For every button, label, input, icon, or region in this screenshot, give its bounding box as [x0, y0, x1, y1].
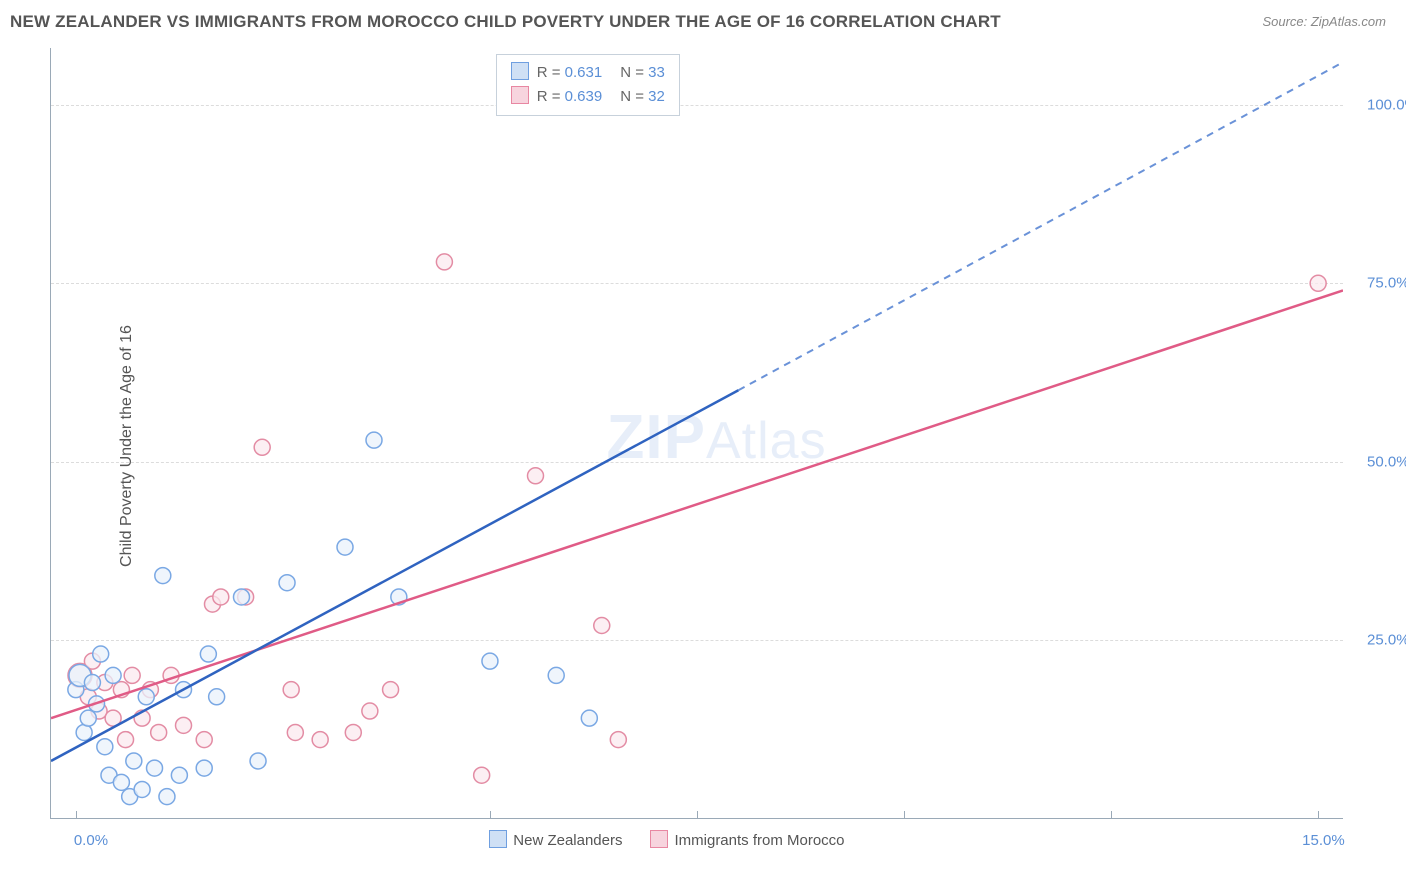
y-tick-label: 100.0%	[1367, 97, 1406, 114]
x-tick-label: 0.0%	[74, 832, 108, 849]
legend-item: Immigrants from Morocco	[650, 832, 844, 849]
data-point	[337, 539, 353, 555]
trend-line-dashed	[738, 62, 1343, 390]
data-point	[528, 468, 544, 484]
n-label: N =	[620, 64, 648, 81]
source-attribution: Source: ZipAtlas.com	[1262, 14, 1386, 29]
data-point	[126, 753, 142, 769]
data-point	[581, 710, 597, 726]
x-tick-label: 15.0%	[1302, 832, 1345, 849]
legend-label: New Zealanders	[513, 832, 622, 849]
data-point	[134, 781, 150, 797]
data-point	[105, 667, 121, 683]
legend-item: New Zealanders	[489, 832, 622, 849]
r-label: R =	[537, 64, 565, 81]
y-tick-label: 50.0%	[1367, 453, 1406, 470]
data-point	[610, 732, 626, 748]
data-point	[93, 646, 109, 662]
data-point	[594, 618, 610, 634]
r-label: R =	[537, 88, 565, 105]
data-point	[200, 646, 216, 662]
data-point	[474, 767, 490, 783]
data-point	[171, 767, 187, 783]
n-value: 33	[648, 64, 665, 81]
data-point	[287, 724, 303, 740]
data-point	[97, 739, 113, 755]
data-point	[159, 789, 175, 805]
series-legend: New Zealanders Immigrants from Morocco	[489, 830, 872, 849]
source-value: ZipAtlas.com	[1311, 14, 1386, 29]
data-point	[151, 724, 167, 740]
data-point	[176, 717, 192, 733]
correlation-legend-box: R = 0.631 N = 33 R = 0.639 N = 32	[496, 54, 680, 116]
data-point	[213, 589, 229, 605]
data-point	[155, 568, 171, 584]
r-value: 0.639	[565, 88, 603, 105]
data-point	[196, 732, 212, 748]
data-point	[1310, 275, 1326, 291]
data-point	[482, 653, 498, 669]
data-point	[283, 682, 299, 698]
data-point	[196, 760, 212, 776]
data-point	[548, 667, 564, 683]
correlation-row: R = 0.639 N = 32	[511, 85, 665, 109]
correlation-row: R = 0.631 N = 33	[511, 61, 665, 85]
data-point	[250, 753, 266, 769]
data-point	[345, 724, 361, 740]
data-point	[362, 703, 378, 719]
series-swatch	[511, 62, 529, 80]
data-point	[312, 732, 328, 748]
chart-title: NEW ZEALANDER VS IMMIGRANTS FROM MOROCCO…	[10, 12, 1001, 32]
data-point	[147, 760, 163, 776]
series-swatch	[511, 86, 529, 104]
scatter-plot: 25.0%50.0%75.0%100.0%0.0%15.0%ZIPAtlas	[50, 48, 1343, 819]
data-point	[113, 774, 129, 790]
data-point	[138, 689, 154, 705]
legend-swatch	[650, 830, 668, 848]
data-point	[436, 254, 452, 270]
n-value: 32	[648, 88, 665, 105]
data-point	[279, 575, 295, 591]
data-point	[80, 710, 96, 726]
plot-svg	[51, 48, 1343, 818]
y-tick-label: 25.0%	[1367, 631, 1406, 648]
y-tick-label: 75.0%	[1367, 275, 1406, 292]
r-value: 0.631	[565, 64, 603, 81]
source-label: Source:	[1262, 14, 1310, 29]
data-point	[76, 724, 92, 740]
legend-label: Immigrants from Morocco	[674, 832, 844, 849]
data-point	[233, 589, 249, 605]
data-point	[254, 439, 270, 455]
data-point	[118, 732, 134, 748]
trend-line	[51, 290, 1343, 718]
data-point	[209, 689, 225, 705]
legend-swatch	[489, 830, 507, 848]
n-label: N =	[620, 88, 648, 105]
data-point	[124, 667, 140, 683]
data-point	[84, 675, 100, 691]
data-point	[383, 682, 399, 698]
data-point	[366, 432, 382, 448]
